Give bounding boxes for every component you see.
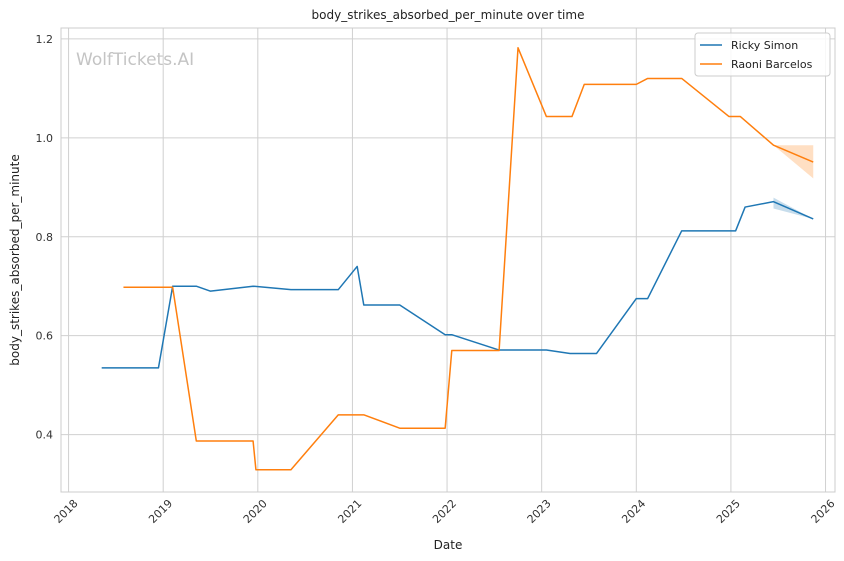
raoni-barcelos-confidence-band [773,145,814,179]
legend-label: Raoni Barcelos [731,58,813,71]
x-axis-label: Date [434,538,463,552]
y-axis-label: body_strikes_absorbed_per_minute [8,154,22,365]
y-tick-label: 0.6 [36,330,54,343]
y-tick-label: 1.0 [36,132,54,145]
confidence-bands [773,145,814,219]
legend-box [694,32,831,77]
raoni-barcelos-line [123,47,814,471]
plot-frame [60,27,836,493]
y-tick-label: 1.2 [36,33,54,46]
watermark: WolfTickets.AI [76,50,194,70]
y-tick-label: 0.4 [36,429,54,442]
y-tick-label: 0.8 [36,231,54,244]
ricky-simon-confidence-band [773,197,814,219]
ricky-simon-line [101,200,814,369]
series-lines [101,47,814,471]
legend-label: Ricky Simon [731,39,798,52]
legend: Ricky Simon Raoni Barcelos [694,32,831,77]
y-axis-ticks: 0.4 0.6 0.8 1.0 1.2 [36,33,54,442]
chart-title: body_strikes_absorbed_per_minute over ti… [312,8,585,22]
